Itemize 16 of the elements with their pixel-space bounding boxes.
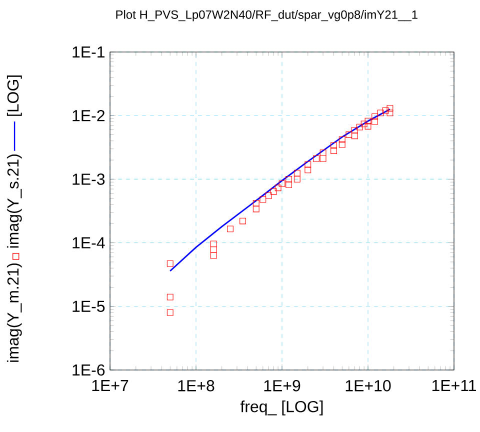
- x-tick-label: 1E+7: [92, 380, 128, 392]
- chart-title: Plot H_PVS_Lp07W2N40/RF_dut/spar_vg0p8/imY21__1: [116, 10, 418, 22]
- y-tick-label: 1E-6: [72, 364, 105, 376]
- y-tick-label: 1E-5: [72, 300, 105, 312]
- legend-label: imag(Y_s.21): [6, 154, 22, 248]
- y-tick-label: 1E-2: [72, 110, 104, 122]
- x-tick-label: 1E+11: [432, 380, 476, 392]
- legend-label: imag(Y_m.21): [6, 263, 22, 362]
- x-tick-label: 1E+10: [346, 380, 391, 392]
- x-tick-label: 1E+9: [264, 380, 300, 392]
- x-axis-title: freq_ [LOG]: [240, 400, 323, 416]
- y-axis-title: [LOG]: [6, 76, 22, 116]
- y-tick-label: 1E-3: [72, 174, 105, 185]
- y-tick-label: 1E-1: [72, 46, 105, 58]
- x-tick-label: 1E+8: [178, 380, 214, 392]
- y-tick-label: 1E-4: [72, 237, 105, 248]
